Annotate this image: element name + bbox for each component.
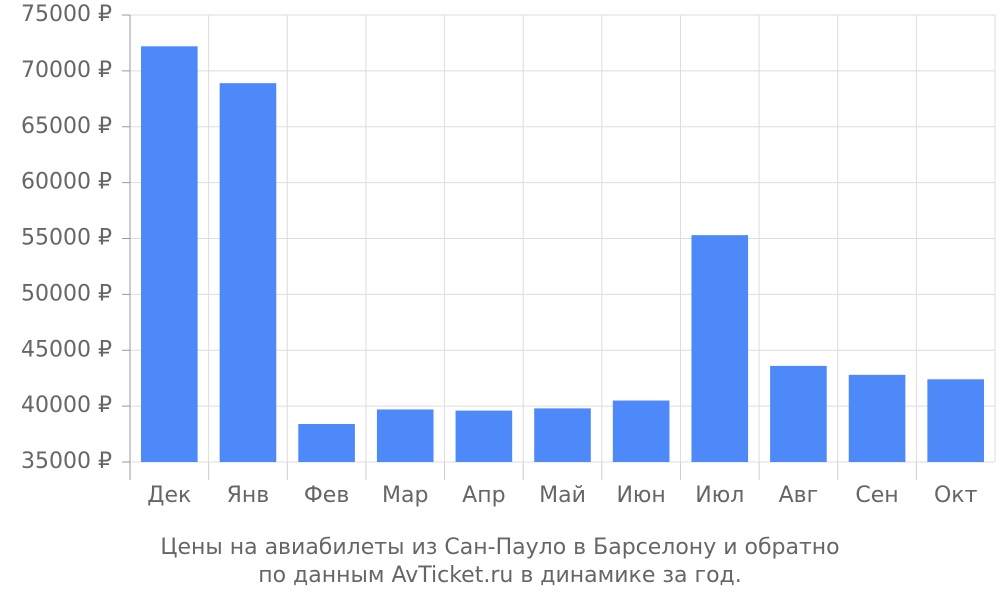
bar [298, 424, 355, 462]
y-tick-label: 60000 ₽ [21, 170, 112, 195]
bar [141, 46, 198, 462]
y-tick-label: 75000 ₽ [21, 2, 112, 27]
x-tick-label: Июл [695, 483, 744, 508]
x-tick-label: Май [539, 483, 586, 508]
y-tick-label: 70000 ₽ [21, 58, 112, 83]
bar [770, 365, 827, 462]
y-tick-label: 45000 ₽ [21, 337, 112, 362]
y-tick-label: 35000 ₽ [21, 449, 112, 474]
chart-title: Цены на авиабилеты из Сан-Пауло в Барсел… [160, 535, 839, 560]
bar [219, 83, 277, 462]
y-tick-label: 40000 ₽ [21, 393, 112, 418]
x-tick-label: Мар [382, 483, 428, 508]
bar [612, 400, 670, 462]
x-tick-label: Сен [855, 483, 898, 508]
x-tick-label: Янв [227, 483, 270, 508]
bar [848, 374, 906, 462]
x-tick-label: Фев [304, 483, 349, 508]
y-tick-label: 50000 ₽ [21, 281, 112, 306]
bar [691, 235, 749, 462]
x-tick-label: Апр [462, 483, 505, 508]
bar [534, 408, 591, 462]
x-tick-label: Окт [934, 483, 978, 508]
chart-subtitle: по данным AvTicket.ru в динамике за год. [258, 563, 742, 588]
x-tick-label: Дек [147, 483, 191, 508]
y-tick-label: 55000 ₽ [21, 226, 112, 251]
x-tick-label: Авг [779, 483, 819, 508]
bar [927, 379, 984, 462]
bar [455, 410, 513, 462]
x-tick-label: Июн [616, 483, 665, 508]
bar [376, 409, 434, 462]
y-tick-label: 65000 ₽ [21, 114, 112, 139]
